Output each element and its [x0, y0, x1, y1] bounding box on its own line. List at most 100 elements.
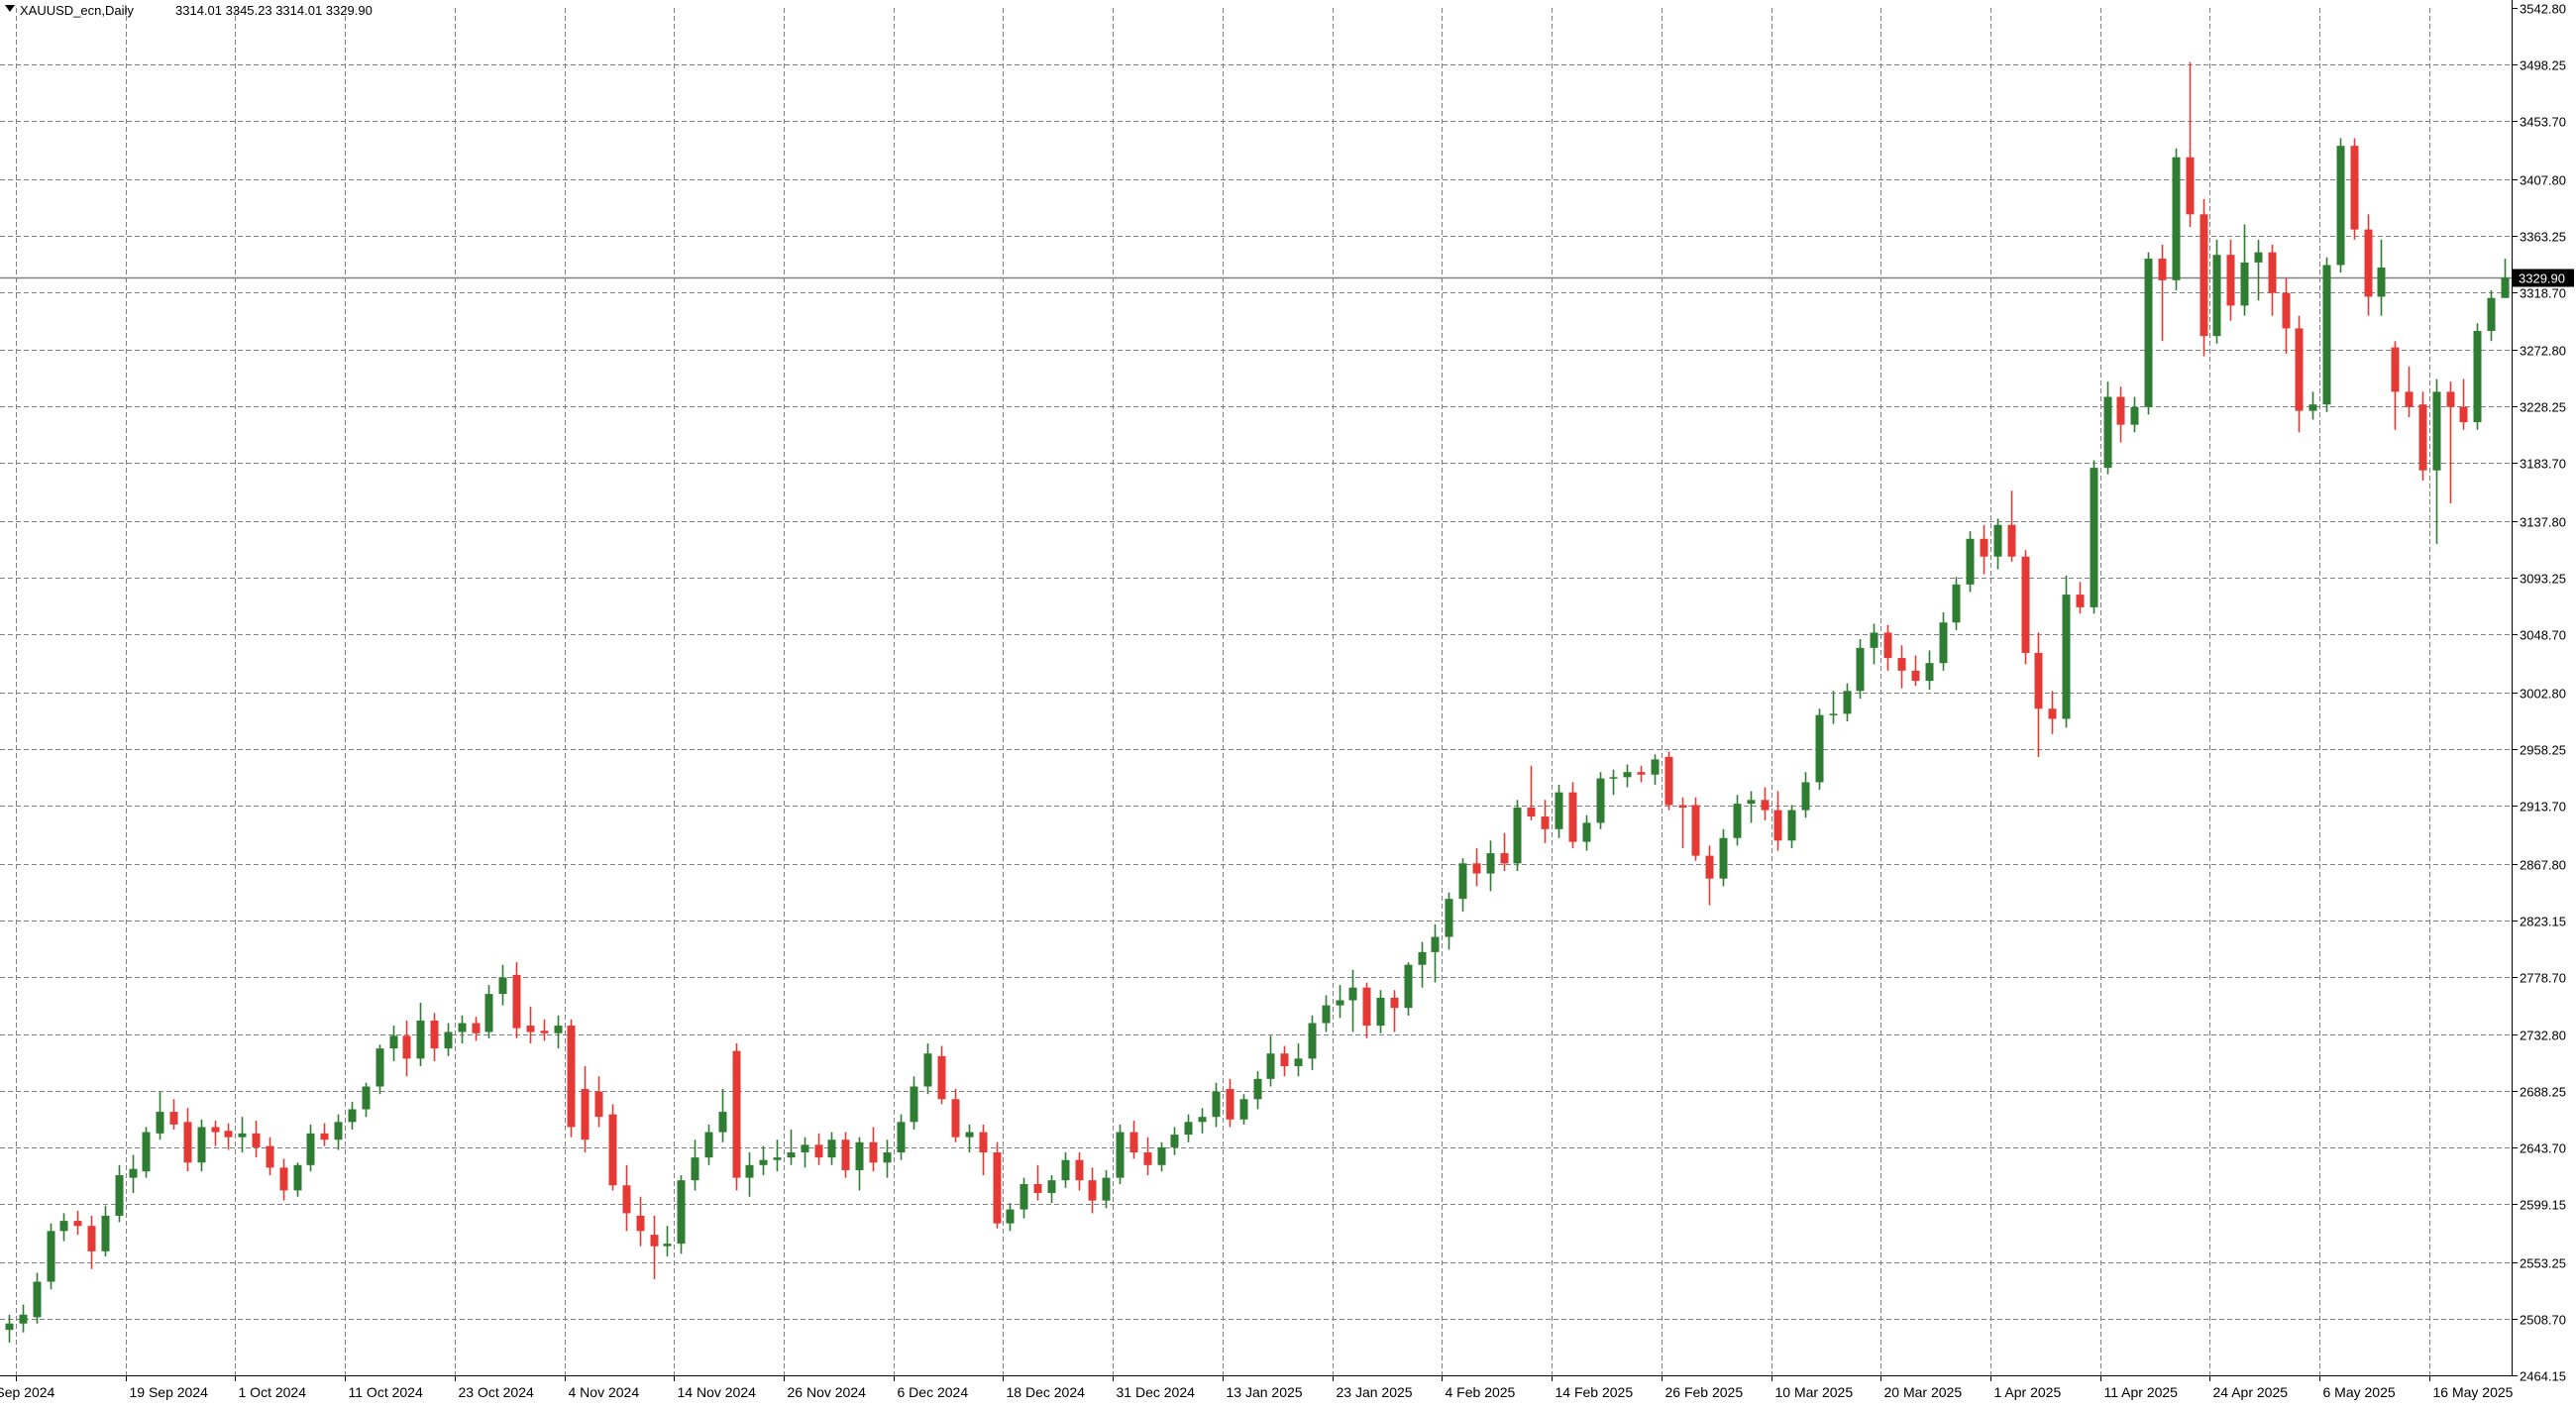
candle-body: [362, 1086, 371, 1110]
candle: [1843, 683, 1852, 722]
candle: [1198, 1108, 1207, 1134]
candle-body: [2172, 157, 2181, 280]
candle-body: [1829, 713, 1838, 715]
candle: [1226, 1078, 1234, 1128]
candle: [1925, 650, 1934, 691]
candle-body: [2350, 146, 2359, 230]
dropdown-triangle-icon[interactable]: [5, 5, 15, 12]
candle-body: [1458, 863, 1467, 900]
y-tick-label: 2823.15: [2520, 915, 2566, 929]
candle: [238, 1117, 247, 1153]
candle: [87, 1215, 96, 1269]
candle: [526, 1006, 535, 1043]
candle: [1747, 791, 1756, 823]
candle: [266, 1137, 274, 1176]
candle: [594, 1076, 603, 1128]
candle-body: [608, 1114, 617, 1186]
candle-body: [951, 1099, 960, 1138]
candle: [787, 1129, 796, 1165]
candle-body: [691, 1157, 699, 1181]
y-tick-label: 3453.70: [2520, 115, 2566, 130]
candle: [156, 1091, 164, 1140]
x-tick-label: 23 Jan 2025: [1337, 1384, 1413, 1400]
y-tick-label: 3542.80: [2520, 2, 2566, 17]
candle: [1376, 990, 1385, 1033]
y-tick-label: 3318.70: [2520, 286, 2566, 301]
candle-body: [1980, 538, 1988, 557]
candle: [101, 1205, 110, 1256]
candle-body: [2130, 406, 2139, 425]
candle: [293, 1162, 302, 1197]
candle-body: [1939, 622, 1948, 664]
candle: [2295, 315, 2304, 433]
candle-body: [1336, 1000, 1344, 1006]
candle-body: [2432, 391, 2441, 471]
symbol-timeframe-label: XAUUSD_ecn,Daily: [20, 3, 134, 18]
candle: [2322, 257, 2331, 412]
candle-body: [1362, 987, 1371, 1027]
candle-body: [1198, 1117, 1207, 1123]
candle-body: [1418, 951, 1427, 965]
candle: [1294, 1042, 1303, 1077]
candle: [498, 964, 507, 1006]
candle: [306, 1124, 315, 1172]
candle: [1568, 782, 1577, 848]
candle: [1253, 1071, 1262, 1110]
candle: [1787, 805, 1796, 848]
candle: [663, 1226, 672, 1256]
candle-body: [33, 1281, 42, 1318]
candle-body: [1773, 810, 1782, 841]
candle-body: [759, 1159, 768, 1165]
candle: [2186, 61, 2195, 228]
candle-body: [1966, 538, 1975, 585]
candle: [1500, 832, 1509, 871]
candle-body: [1582, 822, 1591, 842]
candle-body: [745, 1164, 754, 1178]
candle-body: [923, 1053, 932, 1087]
y-tick-label: 3183.70: [2520, 457, 2566, 472]
candle-body: [2295, 328, 2304, 411]
candle-body: [156, 1112, 164, 1134]
candle: [979, 1124, 988, 1176]
y-tick-label: 2778.70: [2520, 971, 2566, 986]
candle-body: [526, 1026, 535, 1032]
candle: [2336, 138, 2345, 273]
candle: [937, 1045, 946, 1105]
candle: [1445, 892, 1453, 950]
candle-body: [334, 1122, 343, 1140]
candle: [47, 1223, 55, 1290]
candle-body: [1102, 1177, 1111, 1201]
candle-body: [2048, 708, 2057, 719]
candle: [416, 1003, 425, 1067]
y-tick-label: 3002.80: [2520, 687, 2566, 702]
candle: [814, 1133, 823, 1165]
candle: [1939, 612, 1948, 671]
candle-body: [718, 1112, 727, 1133]
candle: [1116, 1124, 1125, 1185]
candle: [732, 1042, 741, 1191]
candle: [1527, 765, 1536, 820]
candle-body: [732, 1050, 741, 1178]
candle: [1308, 1015, 1317, 1070]
candle: [1033, 1164, 1042, 1201]
candle: [1980, 524, 1988, 575]
x-tick-label: 10 Mar 2025: [1775, 1384, 1854, 1400]
candle-body: [2308, 404, 2317, 411]
candle-body: [306, 1133, 315, 1165]
x-tick-label: 14 Feb 2025: [1556, 1384, 1634, 1400]
x-tick-label: 9 Sep 2024: [0, 1384, 55, 1400]
candle-body: [540, 1031, 549, 1033]
candle-body: [211, 1127, 220, 1133]
candle-body: [2391, 347, 2400, 392]
candle-body: [1761, 800, 1770, 811]
candle-body: [1431, 936, 1440, 952]
candle: [1829, 691, 1838, 724]
candle: [745, 1152, 754, 1197]
candle: [1280, 1045, 1289, 1077]
candle-body: [87, 1226, 96, 1251]
candle-body: [1527, 808, 1536, 816]
